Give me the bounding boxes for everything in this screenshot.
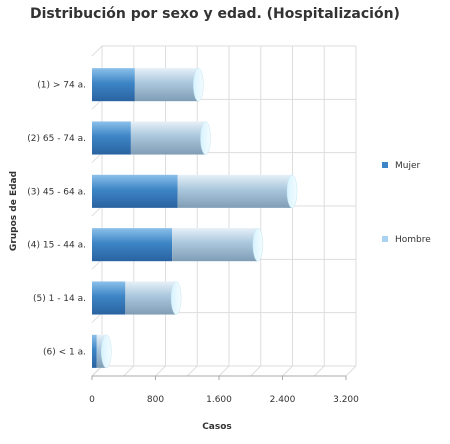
bars — [92, 67, 298, 369]
x-tick-label: 3.200 — [333, 395, 359, 405]
bar-mujer-5 — [92, 281, 126, 315]
bar-end-cap-3 — [286, 174, 298, 209]
x-tick-label: 0 — [89, 395, 95, 405]
bar-end-cap-4 — [252, 227, 264, 262]
grid-line-floor — [250, 365, 262, 377]
y-tick-label: (2) 65 - 74 a. — [27, 134, 86, 144]
y-tick-label: (5) 1 - 14 a. — [33, 294, 86, 304]
x-tick-label: 1.600 — [206, 395, 232, 405]
y-tick-label: (1) > 74 a. — [37, 81, 86, 91]
bar-end-cap-6 — [101, 334, 112, 369]
x-axis-title: Casos — [202, 422, 232, 432]
y-tick-label: (3) 45 - 64 a. — [27, 187, 86, 197]
legend-label-hombre: Hombre — [395, 235, 431, 245]
bar-end-cap-1 — [193, 67, 204, 102]
bar-end-cap-5 — [170, 281, 182, 315]
grid-line-floor — [123, 365, 135, 377]
bar-mujer-4 — [92, 228, 173, 262]
bar-hombre-2 — [130, 121, 206, 155]
x-tick-label: 800 — [147, 395, 164, 405]
y-tick-label: (4) 15 - 44 a. — [27, 241, 86, 251]
bar-mujer-1 — [92, 68, 135, 102]
y-tick-label: (6) < 1 a. — [43, 347, 86, 357]
bar-hombre-5 — [125, 281, 177, 315]
bar-hombre-1 — [134, 68, 199, 102]
x-tick-label: 2.400 — [270, 395, 296, 405]
x-axis: 0 800 1.600 2.400 3.200 — [89, 375, 359, 405]
y-axis-labels: (1) > 74 a. (2) 65 - 74 a. (3) 45 - 64 a. (… — [27, 81, 86, 358]
y-axis-title: Grupos de Edad — [9, 171, 19, 251]
bar-hombre-4 — [172, 228, 258, 262]
bar-mujer-6 — [92, 334, 97, 368]
bar-mujer-3 — [92, 174, 178, 208]
grid-line-floor — [186, 365, 198, 377]
legend-swatch-mujer — [382, 162, 388, 168]
bar-mujer-2 — [92, 121, 131, 155]
bar-hombre-3 — [177, 174, 293, 208]
grid-line-floor — [282, 365, 293, 377]
grid-line-side — [91, 45, 103, 57]
bar-end-cap-2 — [200, 121, 211, 155]
grid-line-floor — [313, 365, 325, 377]
legend: Mujer Hombre — [382, 161, 431, 245]
legend-label-mujer: Mujer — [395, 161, 421, 171]
chart-title: Distribución por sexo y edad. (Hospitali… — [30, 6, 400, 22]
legend-swatch-hombre — [382, 236, 388, 242]
grid-line-floor — [155, 365, 166, 377]
grid-line-floor — [345, 365, 357, 377]
grid-line-floor — [218, 365, 230, 377]
